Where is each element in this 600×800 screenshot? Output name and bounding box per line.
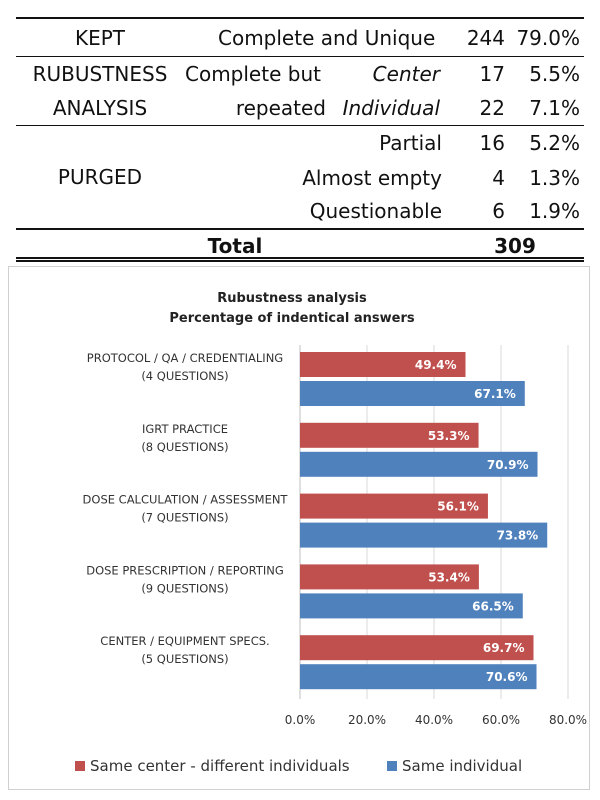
x-tick-label: 20.0% [348,713,386,727]
robustness-rule [16,125,584,126]
purged-count-almost-empty: 4 [492,166,505,190]
data-label: 70.9% [487,458,529,472]
table-top-rule [16,17,584,19]
data-label: 56.1% [437,500,479,514]
legend-swatch [75,761,85,771]
total-label: Total [207,234,263,258]
purged-pct-almost-empty: 1.3% [529,166,580,190]
category-sublabel: (5 QUESTIONS) [141,652,228,666]
bar [300,493,488,519]
total-count: 309 [494,234,536,258]
purged-desc-partial: Partial [379,131,442,155]
robustness-pct-center: 5.5% [529,62,580,86]
chart-subtitle: Percentage of indentical answers [169,311,415,326]
bar [300,564,479,590]
bar [300,593,523,619]
robustness-count-individual: 22 [479,96,505,120]
bar [300,451,538,477]
bar [300,635,534,661]
robustness-chart: Rubustness analysis Percentage of indent… [75,291,587,775]
kept-desc: Complete and Unique [218,26,436,50]
purged-label: PURGED [57,165,143,189]
chart-container: Rubustness analysis Percentage of indent… [8,266,590,790]
robustness-count-center: 17 [479,62,505,86]
data-label: 53.3% [428,429,470,443]
purged-rule [16,228,584,230]
data-label: 49.4% [415,358,457,372]
category-labels: PROTOCOL / QA / CREDENTIALING (4 QUESTION… [83,351,289,666]
purged-pct-partial: 5.2% [529,131,580,155]
category-sublabel: (7 QUESTIONS) [141,511,228,525]
category-label: PROTOCOL / QA / CREDENTIALING [87,351,283,365]
robustness-label-line1: RUBUSTNESS [32,62,168,86]
robustness-pct-individual: 7.1% [529,96,580,120]
kept-count: 244 [466,26,505,50]
summary-table: KEPT Complete and Unique 244 79.0% RUBUS… [0,0,600,262]
bar [300,664,537,690]
x-tick-label: 40.0% [415,713,453,727]
data-label: 73.8% [497,529,539,543]
data-label: 66.5% [472,599,514,613]
purged-pct-questionable: 1.9% [529,199,580,223]
data-label: 67.1% [474,387,516,401]
robustness-sub-center: Center [372,62,440,86]
legend: Same center - different individuals Same … [75,757,522,775]
purged-desc-questionable: Questionable [309,199,442,223]
data-label: 70.6% [486,670,528,684]
chart-title: Rubustness analysis [217,291,367,306]
x-tick-label: 60.0% [482,713,520,727]
bar [300,352,466,377]
category-sublabel: (9 QUESTIONS) [141,581,228,595]
table-bottom-rule [16,257,584,259]
bars: 49.4% 67.1% 53.3% 70.9% 56.1% 73.8% 53.4% 66.5%… [300,352,548,690]
legend-swatch [387,761,397,771]
category-label: CENTER / EQUIPMENT SPECS. [100,634,269,648]
purged-desc-almost-empty: Almost empty [302,166,442,190]
bar [300,522,548,548]
x-tick-label: 80.0% [549,713,587,727]
x-tick-labels: 0.0% 20.0% 40.0% 60.0% 80.0% [285,713,587,727]
legend-label: Same individual [402,757,522,775]
bar [300,381,525,406]
robustness-sub-individual: Individual [342,96,440,120]
robustness-desc-line1: Complete but [185,62,321,86]
table-bottom-rule-2 [16,260,584,262]
purged-count-partial: 16 [479,131,505,155]
kept-label: KEPT [74,26,126,50]
data-label: 69.7% [483,641,525,655]
category-label: IGRT PRACTICE [142,422,228,436]
robustness-label-line2: ANALYSIS [52,96,148,120]
category-sublabel: (8 QUESTIONS) [141,440,228,454]
kept-pct: 79.0% [516,26,580,50]
category-label: DOSE PRESCRIPTION / REPORTING [86,563,284,577]
data-label: 53.4% [428,570,470,584]
category-label: DOSE CALCULATION / ASSESSMENT [83,493,289,507]
x-tick-label: 0.0% [285,713,316,727]
robustness-desc-line2: repeated [235,96,326,120]
purged-count-questionable: 6 [492,199,505,223]
bar [300,422,479,448]
category-sublabel: (4 QUESTIONS) [141,369,228,383]
legend-label: Same center - different individuals [90,757,350,775]
kept-rule [16,56,584,57]
